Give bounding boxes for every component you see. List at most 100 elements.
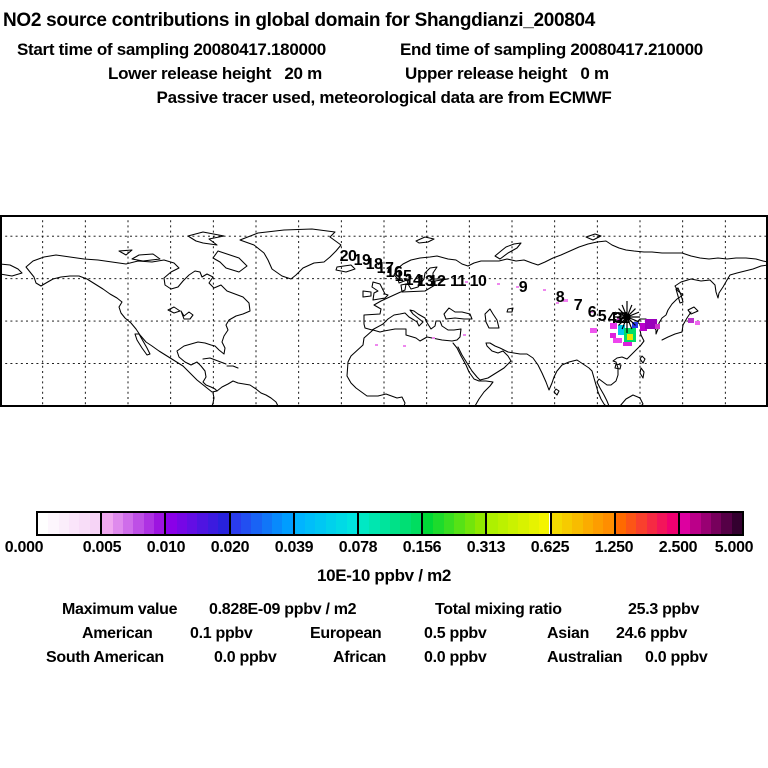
colorbar-cell: [358, 513, 370, 534]
colorbar-cell: [272, 513, 283, 534]
colorbar-cell: [38, 513, 49, 534]
end-time-label: End time of sampling 20080417.210000: [400, 40, 703, 59]
colorbar-cell: [487, 513, 498, 534]
stat-text: 0.0 ppbv: [424, 649, 487, 666]
stat-text: 0.0 ppbv: [645, 649, 708, 666]
colorbar-segment: [38, 513, 101, 534]
trajectory-hour-label: 12: [429, 273, 446, 290]
colorbar-cell: [153, 513, 165, 534]
colorbar-cell: [679, 513, 691, 534]
colorbar-cell: [410, 513, 422, 534]
map-coastline: [226, 365, 239, 369]
colorbar-cell: [176, 513, 188, 534]
map-coastline: [675, 287, 684, 304]
trajectory-hour-label: 19: [354, 252, 371, 269]
colorbar-cell: [240, 513, 252, 534]
colorbar-cell: [143, 513, 154, 534]
stat-text: European: [310, 625, 382, 642]
map-coastline: [371, 281, 389, 301]
trajectory-hour-label: 6: [588, 304, 597, 321]
colorbar-cell: [700, 513, 711, 534]
concentration-cell: [613, 338, 622, 343]
colorbar-cell: [615, 513, 627, 534]
map-coastline: [239, 228, 342, 280]
stat-text: 24.6 ppbv: [616, 625, 688, 642]
colorbar-cell: [497, 513, 509, 534]
map-border: [0, 215, 768, 407]
concentration-speck: [516, 286, 519, 288]
colorbar-cell: [305, 513, 316, 534]
colorbar-cell: [261, 513, 272, 534]
colorbar-cell: [657, 513, 668, 534]
trajectory-hour-label: 7: [574, 297, 583, 314]
colorbar-tick-label: 0.313: [466, 539, 506, 556]
start-time-label: Start time of sampling 20080417.180000: [17, 40, 326, 59]
concentration-cell: [610, 323, 617, 329]
stat-text: Total mixing ratio: [435, 601, 562, 618]
map-coastline: [0, 263, 23, 277]
colorbar-cell: [218, 513, 229, 534]
plot-title: NO2 source contributions in global domai…: [3, 10, 596, 31]
trajectory-hour-label: 5: [598, 308, 607, 325]
colorbar-cell: [315, 513, 326, 534]
colorbar-cell: [518, 513, 529, 534]
trajectory-hour-label: 10: [470, 273, 487, 290]
concentration-cell: [627, 334, 633, 340]
colorbar-cell: [166, 513, 177, 534]
colorbar-segment: [421, 513, 486, 534]
map-coastline: [506, 307, 514, 313]
concentration-speck: [463, 334, 466, 336]
colorbar-segment: [228, 513, 293, 534]
colorbar-cell: [667, 513, 678, 534]
stat-text: African: [333, 649, 387, 666]
colorbar-cell: [528, 513, 540, 534]
colorbar-cell: [207, 513, 219, 534]
stat-text: 0.1 ppbv: [190, 625, 253, 642]
colorbar-cell: [626, 513, 637, 534]
map-coastline: [452, 342, 494, 407]
concentration-cell: [618, 325, 625, 335]
map-coastline: [687, 306, 699, 315]
colorbar-segment: [485, 513, 550, 534]
concentration-speck: [556, 302, 559, 304]
colorbar-segment: [549, 513, 614, 534]
trajectory-hour-label: 3: [614, 310, 623, 327]
trajectory-hour-label: 14: [405, 272, 422, 289]
colorbar-cell: [551, 513, 562, 534]
map-coastline: [134, 333, 151, 356]
map-coastline: [494, 242, 522, 260]
colorbar-segment: [677, 513, 743, 534]
map-coastline: [457, 342, 607, 407]
colorbar-cell: [336, 513, 347, 534]
colorbar-segment: [292, 513, 357, 534]
stat-text: American: [82, 625, 153, 642]
colorbar-cell: [572, 513, 583, 534]
world-map-svg: 2019181716151413121110987654321: [0, 215, 768, 407]
map-coastline: [118, 249, 133, 256]
colorbar-cell: [346, 513, 357, 534]
map-coastline: [216, 380, 279, 407]
map-coastline: [553, 388, 560, 396]
colorbar-cell: [721, 513, 732, 534]
colorbar-tick-label: 0.156: [402, 539, 442, 556]
stat-text: South American: [46, 649, 164, 666]
colorbar-cell: [79, 513, 90, 534]
concentration-cell: [645, 319, 657, 329]
concentration-cell: [563, 299, 568, 302]
stat-text: Maximum value: [62, 601, 178, 618]
colorbar-cell: [710, 513, 722, 534]
colorbar-cell: [369, 513, 380, 534]
map-coastline: [202, 357, 227, 365]
colorbar-cell: [731, 513, 743, 534]
colorbar-cell: [48, 513, 59, 534]
colorbar-tick-label: 0.010: [146, 539, 186, 556]
colorbar-cell: [433, 513, 444, 534]
map-coastline: [639, 367, 645, 379]
colorbar-cell: [454, 513, 465, 534]
map-coastline: [346, 266, 462, 407]
world-map: 2019181716151413121110987654321: [0, 215, 768, 407]
colorbar-cell: [400, 513, 411, 534]
colorbar-tick-label: 5.000: [714, 539, 754, 556]
concentration-speck: [375, 344, 378, 346]
colorbar-cell: [282, 513, 293, 534]
